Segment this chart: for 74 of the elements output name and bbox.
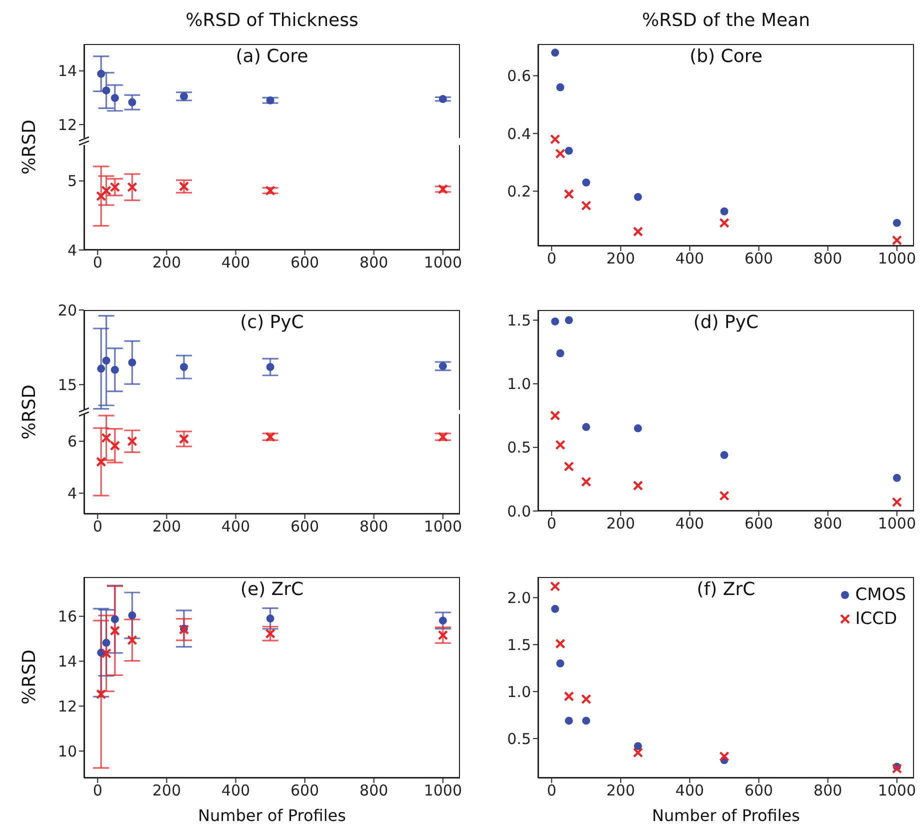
x-tick-label: 1000 (878, 782, 916, 800)
chart-title: (b) Core (688, 46, 764, 67)
x-tick-label: 800 (814, 250, 842, 268)
x-tick-label: 800 (814, 514, 842, 533)
x-tick-label: 400 (675, 782, 704, 800)
x-tick-label: 400 (675, 514, 704, 533)
x-tick-label: 0 (546, 782, 556, 800)
y-tick-label: 12 (58, 697, 77, 716)
chart-title: (f) ZrC (696, 579, 756, 600)
y-tick-label: 2.0 (507, 588, 531, 607)
x-tick-label: 1000 (424, 254, 462, 272)
x-tick-label: 600 (744, 514, 774, 533)
x-tick-label: 200 (606, 250, 636, 268)
x-tick-label: 600 (744, 250, 774, 268)
x-tick-label: 200 (152, 518, 182, 536)
chart-title: (e) ZrC (239, 579, 305, 600)
x-tick-label: 0 (92, 782, 102, 800)
x-axis-title: Number of Profiles (197, 806, 347, 825)
y-tick-label: 14 (58, 62, 77, 80)
x-tick-label: 200 (152, 782, 182, 800)
x-tick-label: 800 (360, 518, 388, 536)
text: %RSD of the Mean (641, 10, 811, 31)
legend-label: CMOS (855, 585, 906, 605)
x-tick-label: 1000 (424, 782, 462, 800)
x-tick-label: 0 (92, 254, 102, 272)
y-tick-label: 0.5 (507, 730, 531, 748)
x-axis-title: Number of Profiles (651, 806, 801, 825)
y-tick-label: 15 (58, 376, 77, 394)
x-tick-label: 200 (152, 254, 182, 272)
x-tick-label: 400 (221, 782, 250, 800)
y-axis-title: %RSD (19, 118, 41, 176)
x-tick-label: 800 (814, 782, 842, 800)
y-tick-label: 12 (58, 116, 77, 134)
x-tick-label: 400 (221, 518, 250, 536)
y-tick-label: 1.5 (507, 636, 531, 654)
y-tick-label: 4 (67, 484, 77, 503)
x-tick-label: 1000 (878, 250, 916, 268)
x-tick-label: 0 (92, 518, 102, 536)
y-tick-label: 0.6 (507, 67, 531, 86)
y-tick-label: 14 (58, 652, 77, 671)
x-tick-label: 200 (606, 514, 636, 533)
y-tick-label: 5 (67, 172, 77, 190)
x-tick-label: 0 (546, 250, 556, 268)
y-tick-label: 10 (58, 742, 77, 760)
legend-label: ICCD (855, 609, 898, 629)
x-tick-label: 0 (546, 514, 556, 533)
y-tick-label: 0.2 (507, 182, 531, 200)
x-tick-label: 600 (290, 782, 320, 800)
y-tick-label: 1.0 (507, 375, 531, 394)
x-tick-label: 800 (360, 782, 388, 800)
x-tick-label: 600 (744, 782, 774, 800)
y-tick-label: 0.0 (507, 502, 531, 520)
text: %RSD of Thickness (184, 10, 360, 31)
y-tick-label: 4 (67, 241, 77, 260)
y-tick-label: 20 (58, 301, 77, 320)
y-axis-title: %RSD (19, 648, 41, 706)
y-tick-label: 6 (67, 432, 77, 451)
x-tick-label: 400 (221, 254, 250, 272)
y-tick-label: 1.5 (507, 312, 531, 330)
y-axis-title: %RSD (19, 384, 41, 442)
chart-title: (a) Core (234, 46, 310, 67)
x-tick-label: 1000 (424, 518, 462, 536)
x-tick-label: 200 (606, 782, 636, 800)
y-tick-label: 0.4 (507, 124, 531, 143)
y-tick-label: 16 (58, 608, 77, 626)
x-tick-label: 600 (290, 254, 320, 272)
x-tick-label: 400 (675, 250, 704, 268)
x-tick-label: 600 (290, 518, 320, 536)
y-tick-label: 1.0 (507, 682, 531, 701)
y-tick-label: 0.5 (507, 438, 531, 457)
x-tick-label: 800 (360, 254, 388, 272)
x-tick-label: 1000 (878, 514, 916, 533)
chart-title: (d) PyC (692, 312, 760, 333)
chart-title: (c) PyC (239, 312, 305, 333)
